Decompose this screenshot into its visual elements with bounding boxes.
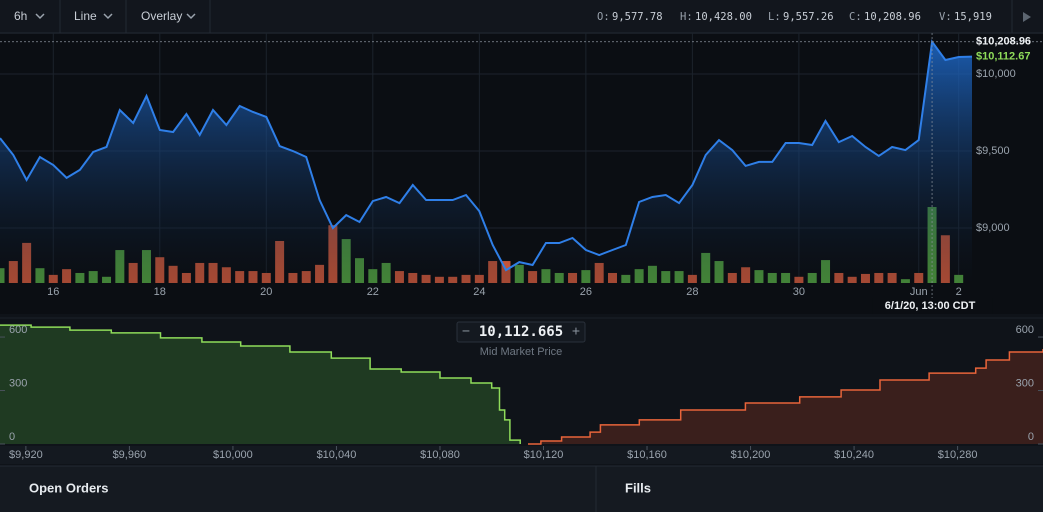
price-chart: $9,000 $9,500 $10,000 16 18 20 22 24 26 28 30 Jun 2 $… (0, 33, 1043, 314)
tab[interactable]: Open Orders (29, 480, 108, 495)
x-tick-label: 28 (686, 286, 698, 298)
x-axis-strip (0, 446, 1043, 464)
x-tick-label: $10,160 (627, 449, 667, 461)
interval-dropdown[interactable]: 6h (14, 9, 45, 23)
y-tick-label: 600 (1016, 324, 1034, 336)
ohlcv-value: 10,208.96 (864, 11, 921, 23)
mid-price: 10,112.665 (479, 324, 563, 340)
mid-price-label: Mid Market Price (480, 346, 563, 358)
x-tick-label: $10,280 (938, 449, 978, 461)
bids-area (0, 325, 521, 444)
price-line (0, 39, 973, 272)
x-tick-label: $10,120 (524, 449, 564, 461)
ohlcv-value: 9,577.78 (612, 11, 663, 23)
ohlcv-value: 15,919 (954, 11, 992, 23)
x-tick-label: $10,200 (731, 449, 771, 461)
x-tick-label: 22 (367, 286, 379, 298)
chart-type[interactable]: Line (74, 9, 97, 23)
x-tick-label: $9,960 (113, 449, 147, 461)
last-price-label: $10,112.67 (976, 51, 1030, 63)
asks-line (528, 349, 1043, 445)
ohlcv-key: C: (849, 11, 862, 23)
depth-chart: 0 0 300 300 600 600 $9,920 $9,960 $10,000 $10,040… (0, 324, 1043, 464)
tab[interactable]: Fills (625, 480, 651, 495)
y-tick-label: 0 (1028, 431, 1034, 443)
price-area (0, 41, 972, 283)
ohlcv-key: L: (768, 11, 781, 23)
y-tick-label: 300 (9, 377, 27, 389)
ohlcv-key: O: (597, 11, 610, 23)
ohlcv-key: H: (680, 11, 693, 23)
x-tick-label: 20 (260, 286, 272, 298)
x-tick-label: 30 (793, 286, 805, 298)
x-tick-label: 26 (580, 286, 592, 298)
crosshair-price-label: $10,208.96 (976, 36, 1031, 48)
x-tick-label: 2 (956, 286, 962, 298)
chevron (186, 13, 196, 20)
chevron (103, 13, 113, 20)
x-tick-label: $10,040 (317, 449, 357, 461)
ohlcv: O: 9,577.78 H: 10,428.00 L: 9,557.26 C: 10,208.… (597, 11, 992, 23)
y-tick-label: 600 (9, 324, 27, 336)
x-tick-label: 16 (47, 286, 59, 298)
x-tick-label: 18 (154, 286, 166, 298)
chart-type-dropdown[interactable]: Line (74, 9, 113, 23)
increase-button[interactable]: + (572, 323, 580, 339)
bids-line (0, 324, 521, 444)
crosshair-time-label: 6/1/20, 13:00 CDT (885, 300, 976, 312)
toolbar (0, 0, 1043, 33)
x-tick-label: $9,920 (9, 449, 43, 461)
ohlcv-key: V: (939, 11, 952, 23)
y-tick-label: 0 (9, 431, 15, 443)
crosshair-time-box (872, 298, 993, 314)
x-tick-label: $10,080 (420, 449, 460, 461)
decrease-button[interactable]: − (462, 323, 470, 339)
y-tick-label: $9,500 (976, 145, 1010, 157)
chevron (35, 13, 45, 20)
x-tick-label: $10,000 (213, 449, 253, 461)
x-tick-label: 24 (473, 286, 485, 298)
play-button[interactable] (1023, 12, 1031, 22)
mid-market: − 10,112.665 + Mid Market Price (456, 321, 586, 358)
overlay-dropdown[interactable]: Overlay (141, 9, 196, 23)
ohlcv-value: 9,557.26 (783, 11, 834, 23)
tabs-bar (0, 466, 1043, 512)
x-tick-label: $10,240 (834, 449, 874, 461)
overlay[interactable]: Overlay (141, 9, 182, 23)
y-tick-label: $10,000 (976, 68, 1016, 80)
y-tick-label: 300 (1016, 377, 1034, 389)
ohlcv-value: 10,428.00 (695, 11, 752, 23)
mid-price-box (456, 321, 586, 343)
x-tick-label: Jun (910, 286, 928, 298)
interval[interactable]: 6h (14, 9, 27, 23)
y-tick-label: $9,000 (976, 222, 1010, 234)
